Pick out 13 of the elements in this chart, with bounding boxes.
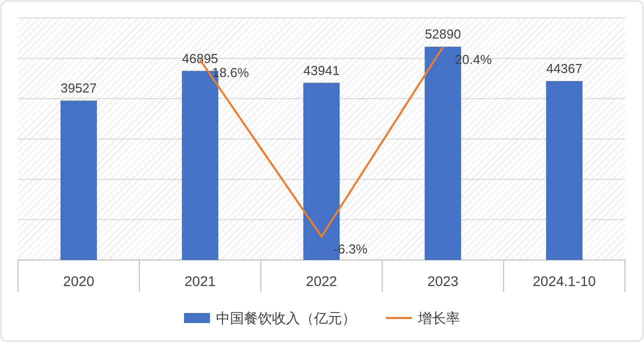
data-label: 52890 [424, 26, 461, 42]
x-tick: 2022 [306, 273, 338, 289]
data-label: 44367 [546, 61, 582, 76]
data-label: 46895 [182, 50, 218, 66]
x-tick: 2024.1-10 [532, 273, 596, 289]
legend-label: 中国餐饮收入（亿元） [216, 310, 356, 326]
x-tick: 2020 [63, 273, 94, 289]
x-tick: 2021 [184, 273, 216, 289]
data-label: 39527 [60, 80, 97, 96]
x-tick: 2023 [427, 273, 458, 289]
data-label: 18.6% [212, 64, 249, 80]
data-label: 43941 [303, 62, 340, 78]
legend-label: 增长率 [418, 310, 460, 326]
